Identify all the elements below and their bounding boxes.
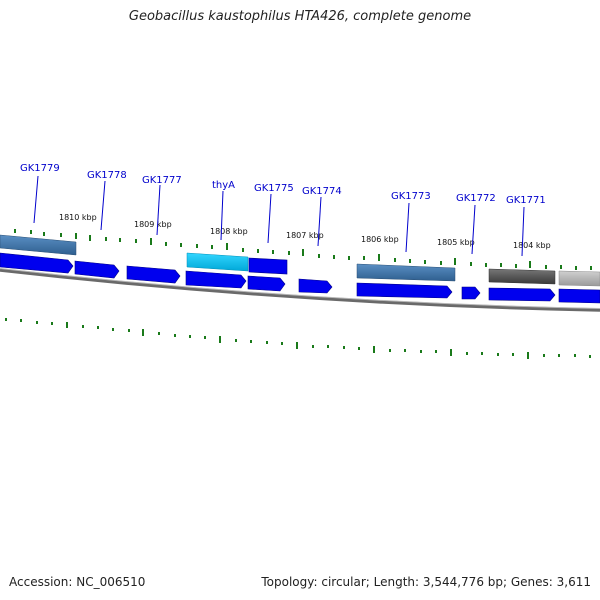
feature-light-gray[interactable]	[558, 270, 600, 287]
cds-thyA[interactable]	[185, 270, 247, 289]
cds-gk1775a[interactable]	[248, 257, 288, 275]
feature-thyA[interactable]	[186, 252, 249, 272]
gene-label-gk1773[interactable]: GK1773	[391, 191, 431, 202]
gene-leader-lines	[33, 175, 525, 257]
gene-label-gk1771[interactable]: GK1771	[506, 195, 546, 206]
kbp-label-1810: 1810 kbp	[59, 213, 97, 222]
cds-gk1771[interactable]	[488, 287, 556, 302]
gene-label-thyA[interactable]: thyA	[212, 180, 235, 191]
gene-label-gk1775[interactable]: GK1775	[254, 183, 294, 194]
genome-summary-text: Topology: circular; Length: 3,544,776 bp…	[261, 575, 591, 589]
cds-gk1773[interactable]	[356, 282, 453, 299]
kbp-label-1807: 1807 kbp	[286, 231, 324, 240]
gene-label-gk1774[interactable]: GK1774	[302, 186, 342, 197]
kbp-label-1808: 1808 kbp	[210, 227, 248, 236]
gene-labels: GK1779 GK1778 GK1777 thyA GK1775 GK1774 …	[20, 163, 546, 206]
feature-track-upper	[0, 234, 600, 287]
cds-right-edge[interactable]	[558, 288, 600, 304]
feature-gk1779[interactable]	[0, 234, 77, 256]
genome-backbone-highlight	[0, 268, 600, 309]
kbp-label-1809: 1809 kbp	[134, 220, 172, 229]
gene-label-gk1779[interactable]: GK1779	[20, 163, 60, 174]
cds-gk1774[interactable]	[298, 278, 333, 294]
gene-label-gk1777[interactable]: GK1777	[142, 175, 182, 186]
kbp-label-1806: 1806 kbp	[361, 235, 399, 244]
cds-track	[0, 252, 600, 304]
feature-gk1773[interactable]	[356, 263, 456, 282]
kbp-label-1805: 1805 kbp	[437, 238, 475, 247]
scale-ticks-upper	[14, 229, 592, 270]
cds-gk1779[interactable]	[0, 252, 74, 274]
kbp-labels: 1810 kbp 1809 kbp 1808 kbp 1807 kbp 1806…	[59, 213, 551, 250]
map-title: Geobacillus kaustophilus HTA426, complet…	[128, 9, 472, 24]
genome-backbone	[0, 268, 600, 312]
cds-gk1778[interactable]	[74, 260, 120, 279]
gene-label-gk1778[interactable]: GK1778	[87, 170, 127, 181]
feature-gk1771-gray[interactable]	[488, 268, 556, 285]
gene-label-gk1772[interactable]: GK1772	[456, 193, 496, 204]
accession-text: Accession: NC_006510	[9, 575, 146, 589]
cds-gk1775b[interactable]	[247, 275, 286, 292]
kbp-label-1804: 1804 kbp	[513, 241, 551, 250]
scale-ticks-lower	[5, 318, 591, 359]
cds-gk1777[interactable]	[126, 265, 181, 284]
cds-gk1772[interactable]	[461, 286, 481, 300]
